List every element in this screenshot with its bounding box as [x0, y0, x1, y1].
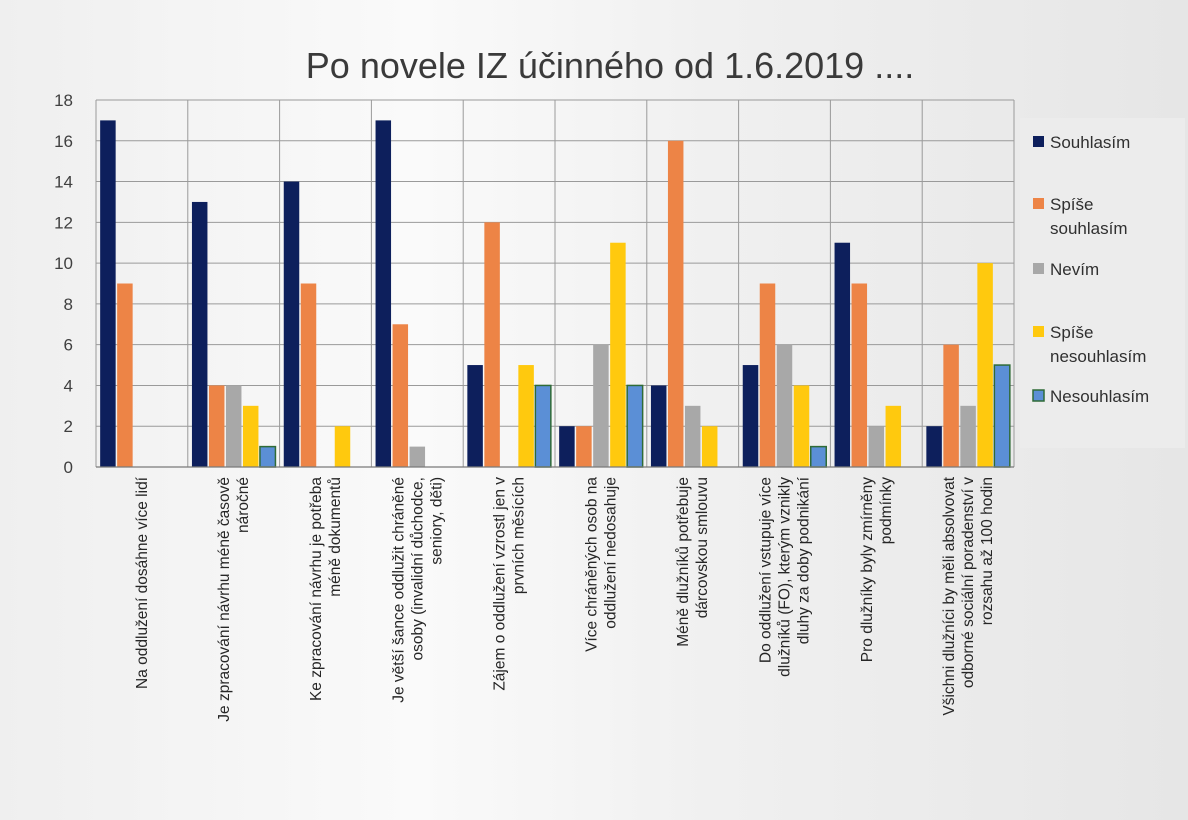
bar: [650, 385, 667, 467]
y-tick-label: 12: [54, 213, 73, 232]
bar: [375, 120, 392, 467]
y-tick-label: 18: [54, 91, 73, 110]
bar: [467, 365, 483, 467]
y-tick-label: 6: [64, 336, 73, 355]
category-label: Do oddlužení vstupuje více dlužníků (FO),…: [758, 476, 813, 676]
y-tick-label: 14: [54, 173, 73, 192]
bar: [759, 283, 776, 467]
legend: Souhlasím Spíše souhlasím Nevím Spíše nesouhl…: [1020, 118, 1185, 448]
bar: [392, 324, 409, 467]
category-label: Ke zpracování návrhu je potřeba méně doku…: [308, 477, 344, 701]
bar: [810, 445, 827, 468]
legend-swatch: [1033, 198, 1044, 209]
bar: [300, 283, 317, 467]
bar: [100, 120, 116, 467]
chart-title: Po novele IZ účinného od 1.6.2019 ....: [306, 45, 914, 86]
bar: [610, 242, 626, 467]
legend-label: Nesouhlasím: [1050, 387, 1149, 406]
bar: [191, 201, 208, 467]
category-label: Pro dlužníky byly zmírněny podmínky: [859, 477, 895, 662]
category-label: Je zpracování návrhu méně časově náročné: [216, 477, 252, 722]
y-tick-label: 8: [64, 295, 73, 314]
bar: [559, 426, 575, 467]
bar: [518, 365, 534, 467]
bar: [334, 426, 351, 467]
bar: [793, 385, 810, 467]
bar: [409, 446, 426, 467]
y-tick-label: 0: [64, 458, 73, 477]
category-label: Je větší šance oddlužit chráněné osoby (i…: [390, 477, 445, 703]
category-labels: Na oddlužení dosáhne více lidí Je zpracov…: [134, 476, 996, 721]
bar: [225, 385, 242, 467]
bar: [885, 405, 902, 467]
bar: [960, 405, 976, 467]
y-tick-label: 4: [64, 376, 73, 395]
bar: [776, 344, 793, 467]
bar: [977, 263, 993, 467]
category-label: Zájem o oddlužení vzrostl jen v prvních m…: [492, 477, 528, 691]
legend-swatch: [1032, 389, 1045, 402]
bar: [117, 283, 133, 467]
legend-swatch: [1033, 326, 1044, 337]
category-label: Všichni dlužníci by měli absolvovat odbor…: [941, 476, 996, 715]
legend-swatch: [1033, 136, 1044, 147]
bar: [742, 365, 759, 467]
bar: [667, 140, 684, 467]
bar: [834, 242, 851, 467]
bar: [851, 283, 868, 467]
bar: [484, 222, 500, 467]
category-label: Na oddlužení dosáhne více lidí: [134, 476, 151, 689]
legend-label: Spíše nesouhlasím: [1050, 323, 1146, 366]
legend-label: Souhlasím: [1050, 133, 1130, 152]
y-tick-label: 16: [54, 132, 73, 151]
bar: [684, 405, 701, 467]
bars: [100, 120, 1011, 468]
bar: [242, 405, 259, 467]
y-tick-label: 10: [54, 254, 73, 273]
legend-label: Spíše souhlasím: [1050, 195, 1127, 238]
bar: [534, 384, 552, 468]
category-label: Více chráněných osob na oddlužení nedosah…: [583, 477, 619, 652]
bar: [701, 426, 718, 467]
bar: [926, 426, 942, 467]
bar: [576, 426, 592, 467]
bar: [283, 181, 300, 468]
legend-label: Nevím: [1050, 260, 1099, 279]
y-tick-label: 2: [64, 417, 73, 436]
category-label: Méně dlužníků potřebuje dárcovskou smlouv…: [675, 477, 711, 647]
bar: [943, 344, 959, 467]
legend-box: [1020, 118, 1185, 448]
bar: [208, 385, 225, 467]
grid: [95, 99, 1015, 468]
bar: [626, 384, 644, 468]
bar: [993, 364, 1011, 468]
bar: [259, 445, 277, 468]
axes: 0 2 4 6 8 10 12 14 16 18: [54, 91, 1014, 477]
legend-swatch: [1033, 263, 1044, 274]
bar: [868, 426, 885, 467]
bar: [593, 344, 609, 467]
